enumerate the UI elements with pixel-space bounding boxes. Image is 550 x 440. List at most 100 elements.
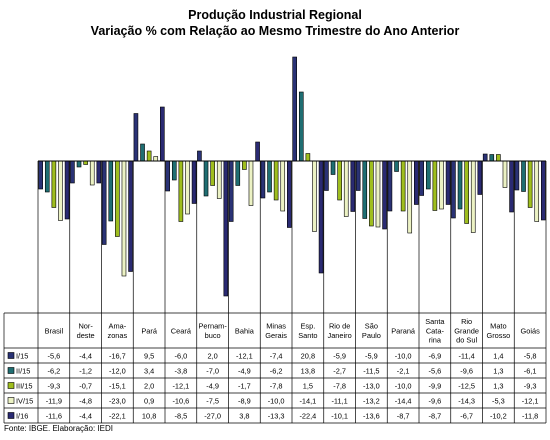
chart-subtitle: Variação % com Relação ao Mesmo Trimestr… xyxy=(90,24,460,38)
bar-iii-15-rio-grande-do-sul xyxy=(464,160,469,224)
bar-i-15-parana xyxy=(387,160,393,212)
data-label-i-16-pernam-buco: -27,0 xyxy=(204,411,221,420)
bar-ii-15-pernam-buco xyxy=(203,160,209,197)
bar-iv-15-mato-grosso xyxy=(502,160,508,188)
bar-ii-15-minas-gerais xyxy=(267,160,272,193)
data-label-iii-15-mato-grosso: 1,3 xyxy=(493,381,503,390)
data-label-iv-15-nor-deste: -4,8 xyxy=(79,396,92,405)
data-label-ii-15-santa-cata-rina: -5,6 xyxy=(429,366,442,375)
bar-ii-15-rio-de-janeiro xyxy=(330,160,336,175)
data-label-ii-15-ceara: -3,8 xyxy=(175,366,188,375)
data-label-i-15-bahia: -12,1 xyxy=(236,351,253,360)
bar-i-15-pernam-buco xyxy=(197,150,202,162)
bar-i-15-nor-deste xyxy=(70,160,75,184)
data-label-ii-15-rio-de-janeiro: -2,7 xyxy=(333,366,346,375)
data-label-i-16-para: 10,8 xyxy=(142,411,156,420)
bar-iii-15-ama-zonas xyxy=(115,160,120,237)
bar-ii-15-santa-cata-rina xyxy=(425,160,431,190)
chart-with-data-table: Brasil Nor-deste Ama-zonas Pará Ceará Pernam-… xyxy=(3,56,547,424)
data-label-iv-15-rio-de-janeiro: -11,1 xyxy=(331,396,347,405)
bar-iii-15-ceara xyxy=(178,160,184,222)
data-label-ii-15-rio-grande-do-sul: -9,6 xyxy=(460,366,473,375)
bar-iv-15-santa-cata-rina xyxy=(439,160,444,210)
data-label-i-16-rio-de-janeiro: -10,1 xyxy=(331,411,348,420)
bar-i-16-sao-paulo xyxy=(382,160,387,230)
data-label-iii-15-parana: -10,0 xyxy=(395,381,412,390)
tick-label-esp-santo: Esp. Santo xyxy=(298,322,317,340)
legend-label-i-16: I/16 xyxy=(16,411,28,420)
bar-ii-15-ceara xyxy=(171,160,177,181)
data-label-i-15-santa-cata-rina: -6,9 xyxy=(429,351,442,360)
bar-iv-15-para xyxy=(153,156,159,162)
bar-iii-15-pernam-buco xyxy=(210,160,215,186)
bar-iii-15-parana xyxy=(400,160,406,212)
tick-label-rio-de-janeiro: Rio de Janeiro xyxy=(328,322,352,340)
data-label-i-15-mato-grosso: 1,4 xyxy=(493,351,503,360)
bar-iv-15-bahia xyxy=(248,160,254,206)
data-label-i-15-sao-paulo: -5,9 xyxy=(365,351,378,360)
tick-label-pernam-buco: Pernam-buco xyxy=(198,322,227,340)
bar-i-16-ceara xyxy=(191,160,197,204)
data-label-iv-15-ama-zonas: -23,0 xyxy=(109,396,126,405)
data-label-ii-15-brasil: -6,2 xyxy=(48,366,61,375)
bar-i-15-para xyxy=(133,113,139,162)
data-label-i-15-para: 9,5 xyxy=(144,351,154,360)
bar-iii-15-minas-gerais xyxy=(273,160,279,201)
bar-iii-15-sao-paulo xyxy=(369,160,374,227)
bar-iv-15-sao-paulo xyxy=(375,160,381,228)
data-label-i-16-minas-gerais: -13,3 xyxy=(268,411,285,420)
data-label-iii-15-esp-santo: 1,5 xyxy=(303,381,313,390)
data-label-iii-15-para: 2,0 xyxy=(144,381,154,390)
data-label-i-15-rio-grande-do-sul: -11,4 xyxy=(458,351,474,360)
data-label-iv-15-rio-grande-do-sul: -14,3 xyxy=(458,396,475,405)
legend-key-iii-15 xyxy=(7,382,15,389)
bar-iii-15-nor-deste xyxy=(83,160,88,165)
tick-label-minas-gerais: Minas Gerais xyxy=(265,322,287,340)
tick-label-brasil: Brasil xyxy=(45,326,64,335)
bar-ii-15-sao-paulo xyxy=(362,160,368,219)
data-label-i-16-santa-cata-rina: -8,7 xyxy=(429,411,442,420)
tick-label-santa-cata-rina: Santa Cata-rina xyxy=(425,317,445,345)
data-label-iv-15-bahia: -8,9 xyxy=(238,396,251,405)
data-label-iv-15-para: 0,9 xyxy=(144,396,154,405)
bar-i-16-goias xyxy=(541,160,546,221)
tick-label-ama-zonas: Ama-zonas xyxy=(108,322,128,340)
tick-label-rio-grande-do-sul: Rio Grande do Sul xyxy=(454,317,479,345)
bar-i-15-rio-grande-do-sul xyxy=(451,160,456,219)
data-label-i-16-brasil: -11,6 xyxy=(46,411,62,420)
data-label-i-16-nor-deste: -4,4 xyxy=(79,411,92,420)
data-label-i-15-ama-zonas: -16,7 xyxy=(109,351,126,360)
data-label-iii-15-nor-deste: -0,7 xyxy=(79,381,92,390)
legend-label-iii-15: III/15 xyxy=(16,381,32,390)
data-label-iii-15-rio-de-janeiro: -7,8 xyxy=(333,381,346,390)
data-label-iv-15-mato-grosso: -5,3 xyxy=(492,396,505,405)
bar-ii-15-rio-grande-do-sul xyxy=(457,160,463,210)
bar-i-16-rio-de-janeiro xyxy=(350,160,356,212)
data-label-ii-15-nor-deste: -1,2 xyxy=(79,366,92,375)
bar-iii-15-rio-de-janeiro xyxy=(337,160,342,201)
data-label-i-16-mato-grosso: -10,2 xyxy=(490,411,507,420)
legend-label-i-15: I/15 xyxy=(16,351,28,360)
bar-i-15-minas-gerais xyxy=(260,160,266,199)
data-label-iii-15-rio-grande-do-sul: -12,5 xyxy=(458,381,475,390)
bar-ii-15-brasil xyxy=(44,160,50,193)
data-label-iv-15-santa-cata-rina: -9,6 xyxy=(429,396,442,405)
bar-iv-15-ama-zonas xyxy=(121,160,127,277)
bar-iv-15-esp-santo xyxy=(312,160,317,232)
bar-iv-15-parana xyxy=(407,160,413,234)
bar-iv-15-rio-grande-do-sul xyxy=(470,160,476,233)
data-label-i-16-goias: -11,8 xyxy=(522,411,538,420)
tick-label-sao-paulo: São Paulo xyxy=(362,322,381,340)
bar-iv-15-rio-de-janeiro xyxy=(343,160,349,217)
data-label-i-15-pernam-buco: 2,0 xyxy=(207,351,217,360)
legend-label-iv-15: IV/15 xyxy=(16,396,33,405)
tick-label-ceara: Ceará xyxy=(171,326,192,335)
data-label-ii-15-para: 3,4 xyxy=(144,366,154,375)
data-label-iv-15-esp-santo: -14,1 xyxy=(299,396,316,405)
bar-iii-15-santa-cata-rina xyxy=(432,160,438,211)
data-label-iii-15-ceara: -12,1 xyxy=(172,381,189,390)
bar-ii-15-esp-santo xyxy=(298,91,304,162)
data-label-i-15-parana: -10,0 xyxy=(395,351,412,360)
legend-key-iv-15 xyxy=(7,397,15,404)
data-label-iv-15-brasil: -11,9 xyxy=(46,396,62,405)
